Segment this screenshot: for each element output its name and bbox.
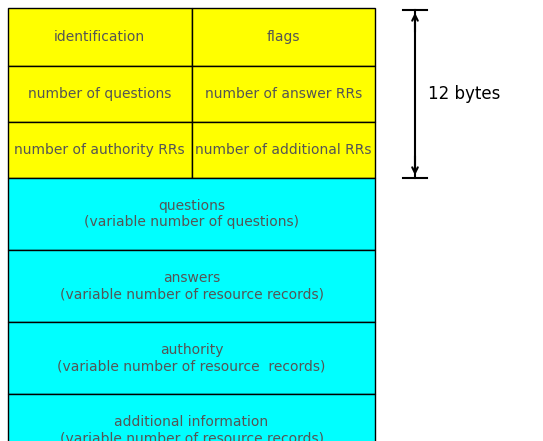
Text: authority
(variable number of resource  records): authority (variable number of resource r…: [58, 343, 326, 373]
Bar: [8, 8, 192, 66]
Text: questions
(variable number of questions): questions (variable number of questions): [84, 199, 299, 229]
Text: number of questions: number of questions: [28, 87, 172, 101]
Bar: [8, 178, 375, 250]
Text: additional information
(variable number of resource records): additional information (variable number …: [60, 415, 324, 441]
Bar: [192, 122, 375, 178]
Bar: [8, 66, 192, 122]
Bar: [8, 322, 375, 394]
Text: number of additional RRs: number of additional RRs: [195, 143, 371, 157]
Bar: [8, 250, 375, 322]
Bar: [192, 66, 375, 122]
Text: flags: flags: [267, 30, 300, 44]
Text: identification: identification: [54, 30, 146, 44]
Text: number of authority RRs: number of authority RRs: [15, 143, 185, 157]
Bar: [8, 122, 192, 178]
Bar: [8, 394, 375, 441]
Text: 12 bytes: 12 bytes: [428, 85, 501, 103]
Text: answers
(variable number of resource records): answers (variable number of resource rec…: [60, 271, 324, 301]
Bar: [192, 8, 375, 66]
Text: number of answer RRs: number of answer RRs: [205, 87, 362, 101]
